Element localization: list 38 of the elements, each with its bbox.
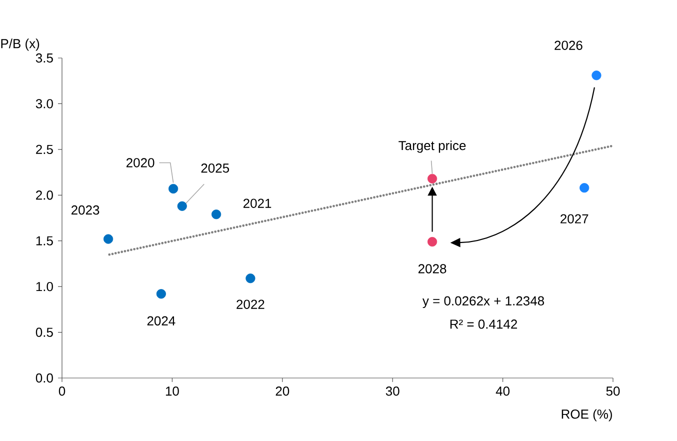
x-tick-label: 50 bbox=[606, 386, 620, 396]
y-tick-label: 2.5 bbox=[36, 144, 53, 154]
point bbox=[103, 234, 114, 244]
annotation: 2022 bbox=[236, 300, 264, 309]
annotation: 2024 bbox=[147, 316, 176, 326]
point bbox=[427, 236, 438, 247]
x-tick-label: 40 bbox=[496, 386, 510, 396]
x-tick-label: 30 bbox=[386, 386, 400, 396]
y-tick-label: 0.0 bbox=[36, 373, 53, 383]
x-tick-label: 20 bbox=[276, 386, 290, 396]
y-axis-title: P/B (x) bbox=[1, 38, 40, 51]
point bbox=[580, 183, 590, 193]
y-tick-label: 1.0 bbox=[36, 282, 53, 292]
point bbox=[592, 70, 602, 80]
annotation: R² = 0.4142 bbox=[450, 320, 517, 329]
x-tick-label: 10 bbox=[166, 386, 179, 396]
annotation: Target price bbox=[398, 140, 466, 153]
point bbox=[156, 289, 166, 299]
x-axis-title: ROE (%) bbox=[562, 409, 612, 422]
y-tick-label: 1.5 bbox=[36, 236, 53, 246]
annotation: 2025 bbox=[201, 164, 230, 173]
x-tick-label: 0 bbox=[58, 386, 66, 396]
annotation: 2020 bbox=[126, 158, 154, 168]
point bbox=[427, 174, 438, 184]
y-tick-label: 0.5 bbox=[36, 328, 53, 337]
point bbox=[211, 210, 222, 220]
y-tick-label: 3.0 bbox=[36, 99, 53, 108]
point bbox=[246, 274, 256, 284]
annotation: 2023 bbox=[71, 205, 100, 215]
annotation: 2027 bbox=[560, 214, 588, 224]
y-tick-label: 2.0 bbox=[36, 190, 53, 200]
annotation: 2021 bbox=[243, 198, 272, 208]
point bbox=[177, 201, 187, 211]
annotation: 2026 bbox=[554, 40, 582, 50]
point bbox=[168, 184, 178, 194]
annotation: 2028 bbox=[418, 264, 446, 274]
annotation: y = 0.0262x + 1.2348 bbox=[422, 296, 544, 308]
y-tick-label: 3.5 bbox=[36, 53, 53, 63]
